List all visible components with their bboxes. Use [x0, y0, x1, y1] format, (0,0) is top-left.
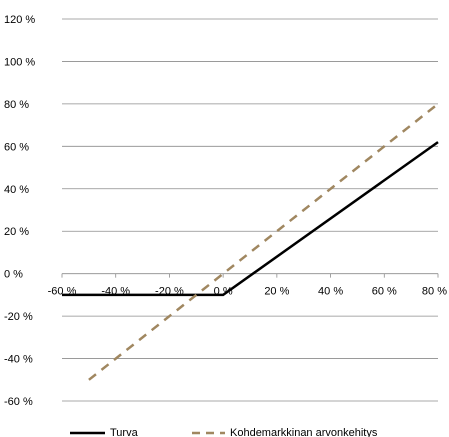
- y-tick-label: -60 %: [4, 396, 33, 408]
- y-tick-label: -40 %: [4, 354, 33, 366]
- series-line-0: [62, 141, 439, 297]
- x-tick-label: 20 %: [264, 286, 289, 298]
- legend-label-kohdemarkkinan-arvonkehitys: Kohdemarkkinan arvonkehitys: [230, 427, 378, 437]
- gridlines: [62, 18, 438, 402]
- x-tick-label: 80 %: [422, 286, 447, 298]
- y-tick-label: 40 %: [4, 184, 29, 196]
- y-tick-label: 60 %: [4, 141, 29, 153]
- x-tick-label: 60 %: [372, 286, 397, 298]
- series-line-1: [88, 102, 439, 381]
- y-tick-label: 100 %: [4, 56, 35, 68]
- x-axis: [61, 273, 439, 278]
- y-axis-tick-labels: -60 % -40 % -20 % 0 % 20 % 40 % 60 % 80 % 100 % 1…: [4, 14, 35, 408]
- series-lines: [62, 102, 439, 381]
- y-tick-label: 20 %: [4, 226, 29, 238]
- y-tick-label: 80 %: [4, 99, 29, 111]
- y-tick-label: 120 %: [4, 14, 35, 26]
- legend: Turva Kohdemarkkinan arvonkehitys: [70, 427, 378, 437]
- y-tick-label: -20 %: [4, 311, 33, 323]
- legend-label-turva: Turva: [110, 427, 139, 437]
- x-tick-label: 40 %: [318, 286, 343, 298]
- y-tick-label: 0 %: [4, 269, 23, 281]
